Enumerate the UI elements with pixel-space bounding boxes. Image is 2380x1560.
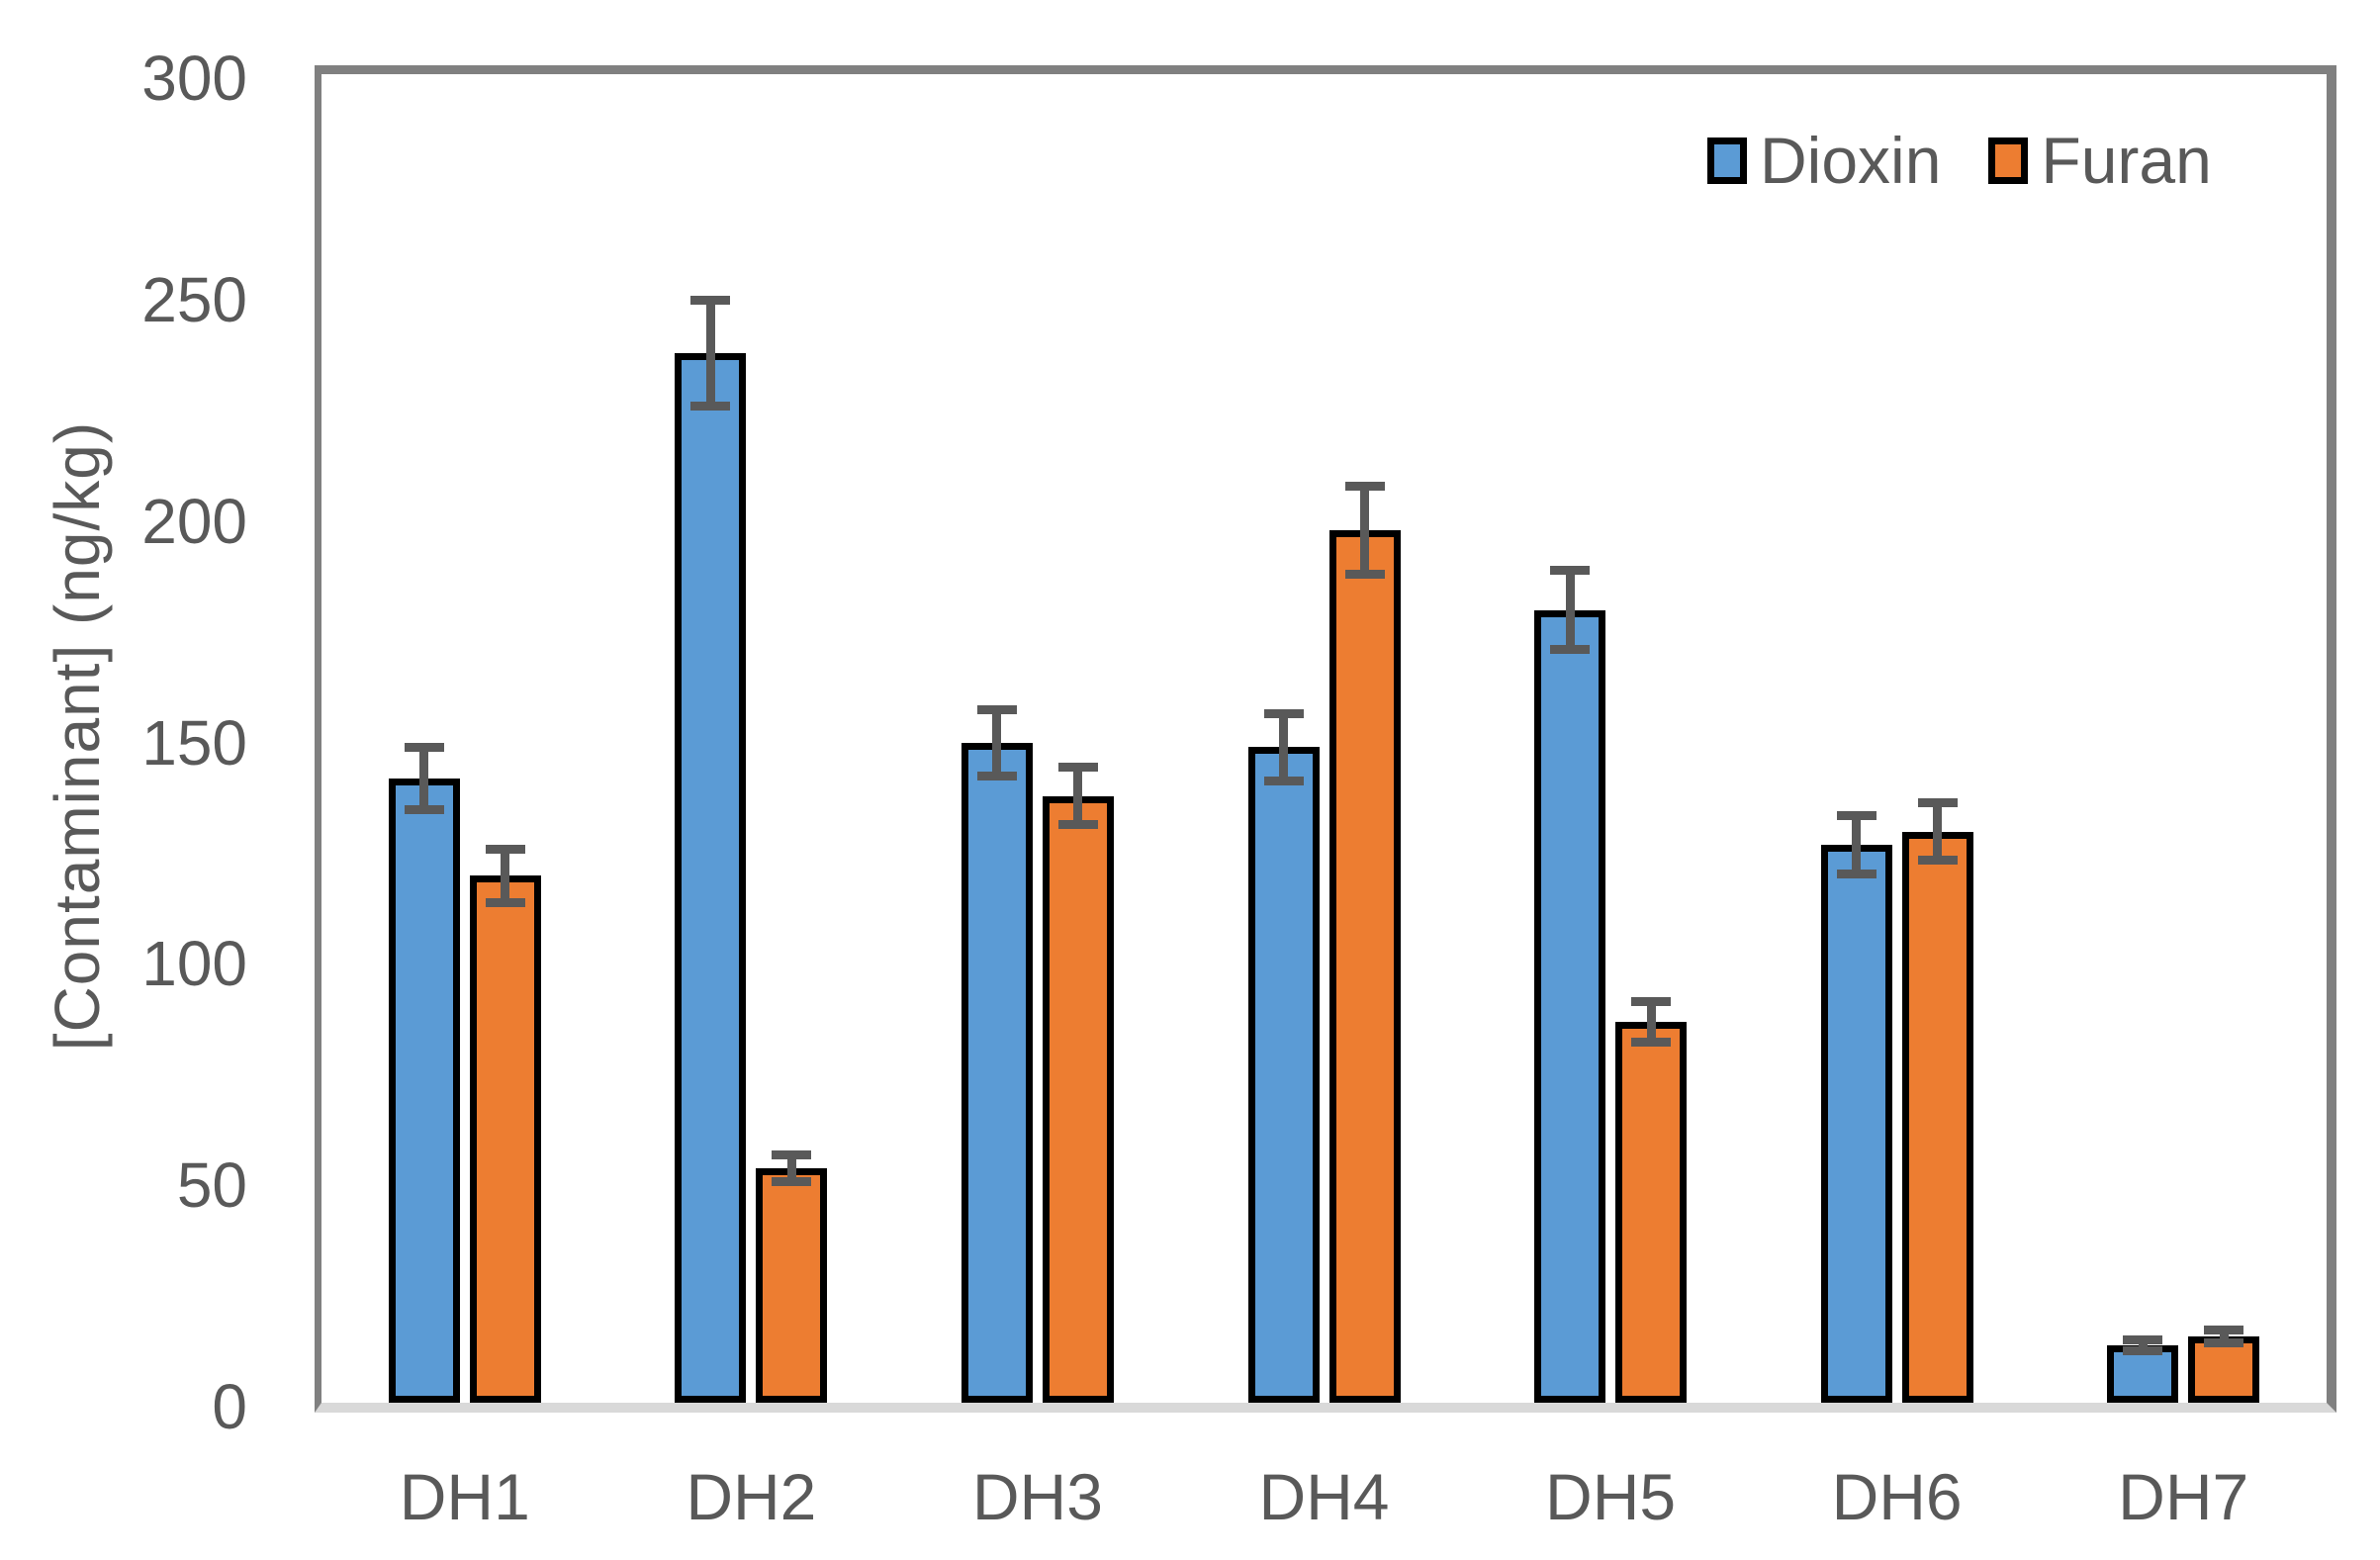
legend-swatch-furan [1988,137,2029,184]
error-cap-bottom [1631,1037,1672,1047]
x-tick-label-dh1: DH1 [399,1460,530,1533]
bar-dioxin-dh5 [1534,609,1606,1403]
error-cap-top [485,844,525,854]
y-tick-label: 300 [141,43,247,114]
bar-dioxin-dh2 [675,353,747,1403]
error-cap-bottom [690,402,731,412]
x-tick-label-dh4: DH4 [1258,1460,1390,1533]
error-cap-bottom [976,772,1017,781]
error-whisker [992,709,1002,777]
error-cap-bottom [1836,869,1877,878]
error-cap-bottom [1263,776,1304,785]
error-whisker [1646,1001,1656,1043]
x-tick-label-dh7: DH7 [2118,1460,2249,1533]
error-whisker [1852,815,1862,874]
error-whisker [1565,570,1575,650]
legend: Dioxin Furan [1707,127,2212,194]
error-cap-top [1344,481,1385,491]
bar-furan-dh6 [1901,831,1973,1403]
error-cap-top [976,704,1017,714]
error-cap-bottom [1344,570,1385,580]
error-cap-top [1917,797,1958,807]
error-cap-top [690,295,731,305]
x-tick-label-dh2: DH2 [686,1460,817,1533]
bar-furan-dh3 [1042,795,1114,1403]
bar-dioxin-dh4 [1247,747,1320,1403]
bar-dioxin-dh6 [1820,844,1892,1403]
error-cap-top [2123,1334,2163,1344]
error-whisker [1279,713,1288,781]
legend-swatch-dioxin [1707,137,1747,184]
legend-item-dioxin: Dioxin [1707,127,1941,194]
error-whisker [2138,1339,2148,1351]
bar-furan-dh4 [1328,530,1401,1403]
y-tick-label: 50 [176,1149,247,1222]
bar-furan-dh1 [469,875,541,1403]
error-cap-top [1057,763,1098,773]
error-cap-bottom [1550,645,1591,655]
error-whisker [1073,767,1083,825]
error-whisker [2219,1330,2229,1343]
error-cap-bottom [772,1176,812,1186]
plot-inner [321,74,2327,1403]
legend-label-furan: Furan [2041,124,2212,197]
error-cap-bottom [2123,1345,2163,1355]
error-whisker [419,747,429,810]
y-tick-label: 150 [141,706,247,779]
error-cap-bottom [404,804,444,814]
error-whisker [1360,486,1369,575]
error-whisker [705,300,715,407]
error-cap-top [2204,1325,2244,1334]
bar-dioxin-dh1 [388,778,460,1403]
bar-furan-dh2 [756,1167,828,1403]
y-tick-label: 250 [141,263,247,335]
error-cap-bottom [485,897,525,907]
error-cap-top [1550,565,1591,575]
error-cap-top [1263,709,1304,719]
bar-dioxin-dh3 [961,742,1033,1403]
y-tick-label: 100 [141,928,247,1000]
error-cap-bottom [1917,856,1958,866]
legend-item-furan: Furan [1988,124,2212,197]
error-whisker [786,1154,796,1182]
error-cap-bottom [1057,820,1098,830]
x-tick-label-dh3: DH3 [971,1460,1103,1533]
error-cap-top [772,1149,812,1159]
error-cap-top [1836,811,1877,821]
error-whisker [501,849,510,903]
error-cap-top [404,742,444,752]
y-tick-label: 200 [141,485,247,557]
x-tick-label-dh5: DH5 [1545,1460,1677,1533]
y-tick-label: 0 [212,1371,247,1442]
error-cap-top [1631,997,1672,1007]
legend-label-dioxin: Dioxin [1760,124,1942,197]
error-whisker [1933,802,1943,861]
bar-furan-dh5 [1615,1022,1688,1403]
plot-area [315,65,2336,1413]
x-tick-label-dh6: DH6 [1831,1460,1963,1533]
error-cap-bottom [2204,1338,2244,1348]
